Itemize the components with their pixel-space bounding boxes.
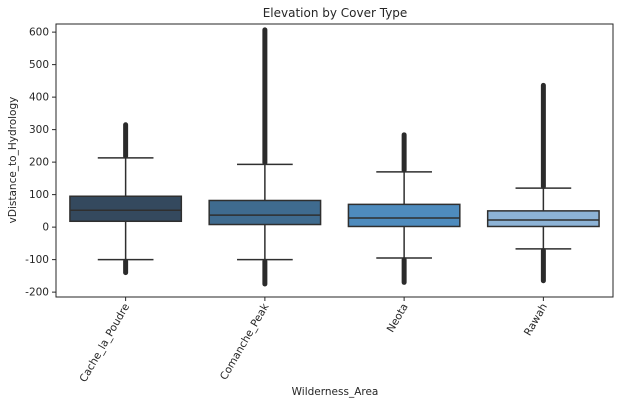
box-series [69,27,600,287]
chart-title: Elevation by Cover Type [263,6,408,20]
x-axis: Cache_la_Poudre Comanche_Peak Neota Rawah [77,297,550,384]
box-group [486,82,600,284]
plot-area [55,23,614,298]
y-tick-label: -100 [25,254,49,266]
x-tick-label: Neota [385,302,411,335]
box-iqr [69,195,183,223]
y-tick-label: 400 [29,92,49,104]
y-axis: -200 -100 0 100 200 300 400 500 600 [25,27,56,299]
y-tick-label: -200 [25,287,49,299]
box-iqr [208,199,322,226]
y-tick-label: 200 [29,157,49,169]
y-axis-label: vDistance_to_Hydrology [7,97,19,224]
y-tick-label: 100 [29,189,49,201]
box-group [208,27,322,287]
x-axis-label: Wilderness_Area [292,386,379,398]
x-tick-label: Rawah [522,302,550,338]
box-group [347,132,461,285]
y-tick-label: 300 [29,124,49,136]
y-tick-label: 600 [29,27,49,39]
box-iqr [347,203,461,228]
x-tick-label: Cache_la_Poudre [77,302,132,385]
y-tick-label: 500 [29,59,49,71]
box-iqr [486,210,600,228]
x-tick-label: Comanche_Peak [218,301,272,382]
y-tick-label: 0 [42,222,49,234]
box-group [69,122,183,276]
